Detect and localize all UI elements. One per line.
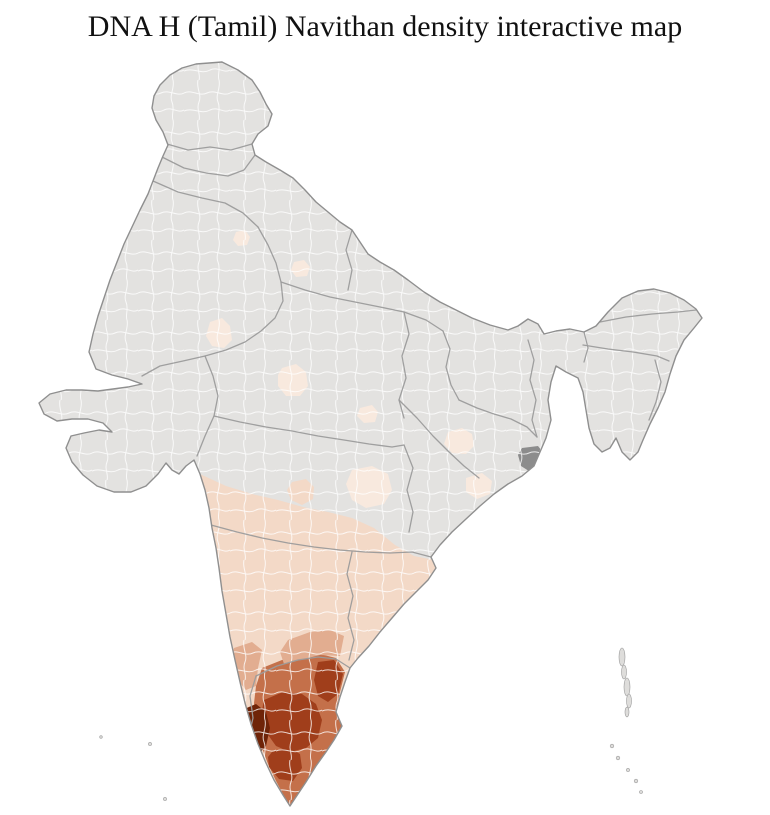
map-title: DNA H (Tamil) Navithan density interacti… [87,10,683,43]
andaman-nicobar-islands[interactable] [609,647,643,794]
state-borders [141,143,697,796]
country-outline [38,61,703,807]
lakshadweep-islands[interactable] [99,735,167,801]
